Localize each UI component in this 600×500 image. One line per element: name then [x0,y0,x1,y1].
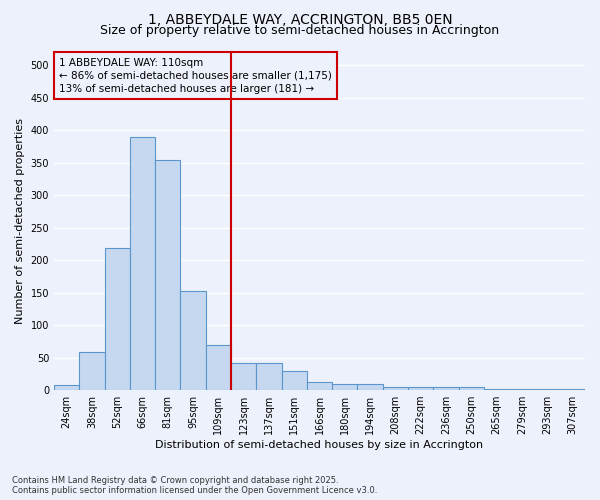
Bar [281,370,307,390]
Y-axis label: Number of semi-detached properties: Number of semi-detached properties [15,118,25,324]
Bar [79,352,104,390]
Bar [181,292,206,390]
Text: 1 ABBEYDALE WAY: 110sqm
← 86% of semi-detached houses are smaller (1,175)
13% of: 1 ABBEYDALE WAY: 110sqm ← 86% of semi-de… [59,58,332,94]
Bar [358,384,383,390]
Bar [130,137,155,390]
Text: 1, ABBEYDALE WAY, ACCRINGTON, BB5 0EN: 1, ABBEYDALE WAY, ACCRINGTON, BB5 0EN [148,12,452,26]
Bar [332,384,358,390]
Text: Size of property relative to semi-detached houses in Accrington: Size of property relative to semi-detach… [100,24,500,37]
Bar [408,387,433,390]
X-axis label: Distribution of semi-detached houses by size in Accrington: Distribution of semi-detached houses by … [155,440,484,450]
Bar [206,344,231,390]
Bar [307,382,332,390]
Bar [104,248,130,390]
Bar [256,363,281,390]
Bar [458,388,484,390]
Bar [54,385,79,390]
Bar [509,389,535,390]
Text: Contains HM Land Registry data © Crown copyright and database right 2025.
Contai: Contains HM Land Registry data © Crown c… [12,476,377,495]
Bar [433,388,458,390]
Bar [155,160,181,390]
Bar [383,387,408,390]
Bar [484,389,509,390]
Bar [231,363,256,390]
